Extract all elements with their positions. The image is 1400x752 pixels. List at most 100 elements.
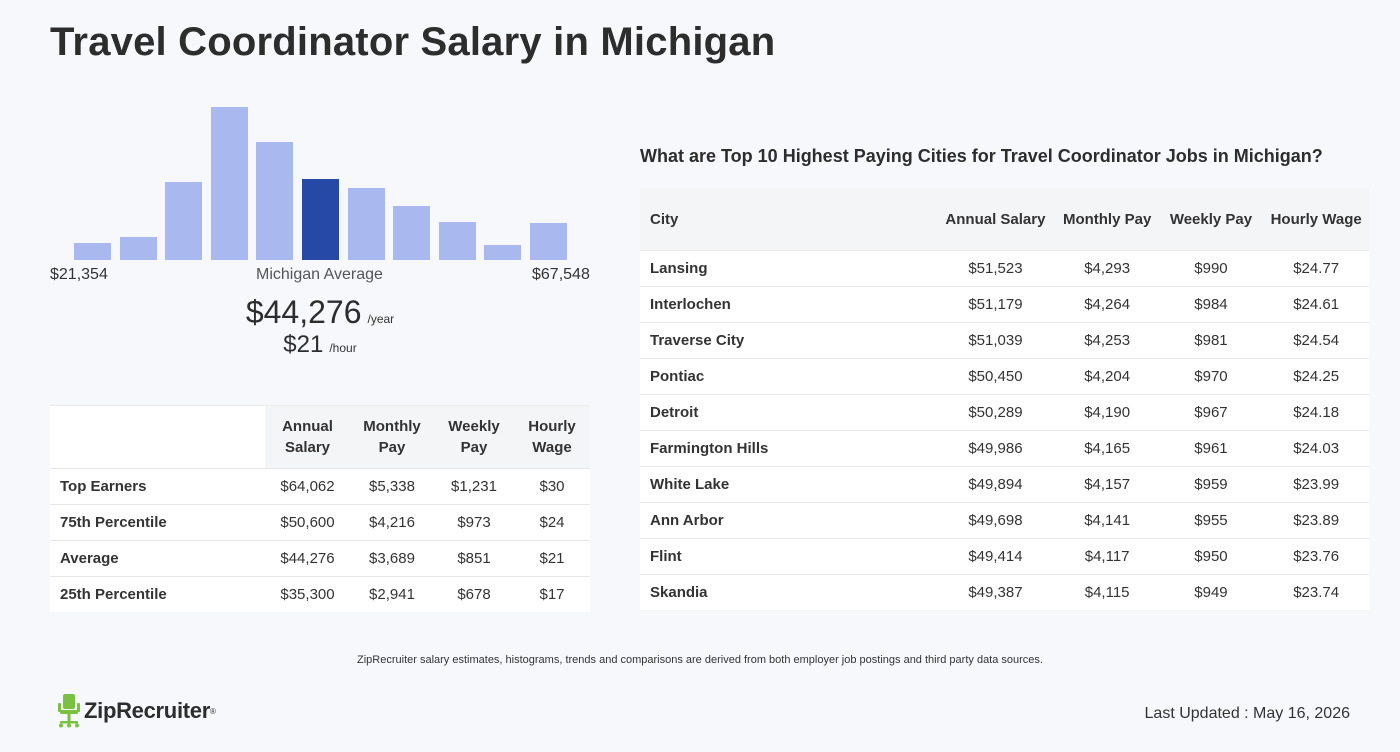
histogram-bar xyxy=(165,182,203,260)
table-row: Farmington Hills $49,986 $4,165 $961 $24.03 xyxy=(640,430,1369,467)
percentile-row-label: 75th Percentile xyxy=(50,504,265,541)
city-hourly: $23.99 xyxy=(1263,466,1369,503)
city-name: Detroit xyxy=(640,394,936,431)
city-hourly: $23.74 xyxy=(1263,574,1369,610)
city-weekly: $970 xyxy=(1158,358,1264,395)
city-weekly: $984 xyxy=(1158,286,1264,323)
city-weekly: $981 xyxy=(1158,322,1264,359)
city-weekly: $949 xyxy=(1158,574,1264,610)
table-row: Interlochen $51,179 $4,264 $984 $24.61 xyxy=(640,286,1369,323)
city-monthly: $4,293 xyxy=(1055,250,1159,287)
city-monthly: $4,165 xyxy=(1055,430,1159,467)
percentile-hourly: $24 xyxy=(514,504,590,541)
page-title: Travel Coordinator Salary in Michigan xyxy=(50,20,776,64)
histogram-bar xyxy=(119,237,157,260)
city-annual: $49,414 xyxy=(935,538,1056,575)
city-hourly: $24.54 xyxy=(1263,322,1369,359)
average-hourly-value: $21 xyxy=(283,331,324,358)
percentile-header-annual: Annual Salary xyxy=(265,405,350,469)
percentile-hourly: $17 xyxy=(514,576,590,612)
city-monthly: $4,157 xyxy=(1055,466,1159,503)
city-weekly: $959 xyxy=(1158,466,1264,503)
histogram-bar xyxy=(530,223,567,260)
percentile-weekly: $1,231 xyxy=(434,468,514,505)
average-annual: $44,276/year xyxy=(50,294,590,331)
city-hourly: $24.61 xyxy=(1263,286,1369,323)
histogram-max-label: $67,548 xyxy=(532,266,590,283)
city-weekly: $955 xyxy=(1158,502,1264,539)
table-row: Top Earners $64,062 $5,338 $1,231 $30 xyxy=(50,468,590,505)
city-annual: $51,039 xyxy=(935,322,1056,359)
city-hourly: $24.25 xyxy=(1263,358,1369,395)
logo-text: ZipRecruiter xyxy=(84,698,210,723)
city-annual: $50,450 xyxy=(935,358,1056,395)
cities-table: City Annual Salary Monthly Pay Weekly Pa… xyxy=(640,188,1369,610)
city-annual: $50,289 xyxy=(935,394,1056,431)
percentile-annual: $50,600 xyxy=(265,504,350,541)
city-annual: $51,523 xyxy=(935,250,1056,287)
city-weekly: $950 xyxy=(1158,538,1264,575)
city-name: Lansing xyxy=(640,250,936,287)
salary-histogram xyxy=(50,100,590,260)
table-row: Pontiac $50,450 $4,204 $970 $24.25 xyxy=(640,358,1369,395)
percentile-row-label: 25th Percentile xyxy=(50,576,265,612)
city-name: Farmington Hills xyxy=(640,430,936,467)
percentile-header-monthly: Monthly Pay xyxy=(350,405,434,469)
cities-header-city: City xyxy=(640,188,936,251)
percentile-table: Annual Salary Monthly Pay Weekly Pay Hou… xyxy=(50,405,590,612)
city-name: Flint xyxy=(640,538,936,575)
histogram-bar xyxy=(484,245,522,260)
percentile-monthly: $4,216 xyxy=(350,504,434,541)
histogram-bar xyxy=(302,179,339,260)
histogram-bar xyxy=(74,243,111,260)
city-monthly: $4,190 xyxy=(1055,394,1159,431)
percentile-row-label: Average xyxy=(50,540,265,577)
table-row: Detroit $50,289 $4,190 $967 $24.18 xyxy=(640,394,1369,431)
city-weekly: $990 xyxy=(1158,250,1264,287)
table-row: Ann Arbor $49,698 $4,141 $955 $23.89 xyxy=(640,502,1369,539)
city-monthly: $4,115 xyxy=(1055,574,1159,610)
average-annual-value: $44,276 xyxy=(245,294,362,330)
logo-trademark: ® xyxy=(209,706,216,716)
percentile-hourly: $30 xyxy=(514,468,590,505)
city-monthly: $4,253 xyxy=(1055,322,1159,359)
city-name: White Lake xyxy=(640,466,936,503)
city-monthly: $4,264 xyxy=(1055,286,1159,323)
percentile-row-label: Top Earners xyxy=(50,468,265,505)
percentile-monthly: $2,941 xyxy=(350,576,434,612)
city-monthly: $4,141 xyxy=(1055,502,1159,539)
table-row: Lansing $51,523 $4,293 $990 $24.77 xyxy=(640,250,1369,287)
average-hourly-unit: /hour xyxy=(329,341,357,355)
last-updated: Last Updated : May 16, 2026 xyxy=(1144,705,1350,722)
table-row: 75th Percentile $50,600 $4,216 $973 $24 xyxy=(50,504,590,541)
percentile-monthly: $3,689 xyxy=(350,540,434,577)
city-name: Skandia xyxy=(640,574,936,610)
city-monthly: $4,117 xyxy=(1055,538,1159,575)
table-row: Flint $49,414 $4,117 $950 $23.76 xyxy=(640,538,1369,575)
histogram-bar xyxy=(210,107,248,260)
ziprecruiter-logo[interactable]: ZipRecruiter ® xyxy=(58,694,216,728)
city-hourly: $24.03 xyxy=(1263,430,1369,467)
histogram-min-label: $21,354 xyxy=(50,266,108,283)
city-hourly: $23.89 xyxy=(1263,502,1369,539)
percentile-annual: $64,062 xyxy=(265,468,350,505)
percentile-monthly: $5,338 xyxy=(350,468,434,505)
city-annual: $49,986 xyxy=(935,430,1056,467)
histogram-bar xyxy=(393,206,431,260)
percentile-header-hourly: Hourly Wage xyxy=(514,405,590,469)
average-hourly: $21/hour xyxy=(50,331,590,359)
city-hourly: $23.76 xyxy=(1263,538,1369,575)
histogram-center-label: Michigan Average xyxy=(256,266,383,283)
percentile-weekly: $973 xyxy=(434,504,514,541)
city-annual: $49,894 xyxy=(935,466,1056,503)
table-row: Average $44,276 $3,689 $851 $21 xyxy=(50,540,590,577)
city-name: Traverse City xyxy=(640,322,936,359)
disclaimer: ZipRecruiter salary estimates, histogram… xyxy=(357,654,1043,666)
cities-header-hourly: Hourly Wage xyxy=(1263,188,1369,251)
percentile-header-weekly: Weekly Pay xyxy=(434,405,514,469)
city-name: Interlochen xyxy=(640,286,936,323)
city-annual: $49,387 xyxy=(935,574,1056,610)
histogram-bar xyxy=(438,222,476,260)
city-hourly: $24.77 xyxy=(1263,250,1369,287)
chair-icon xyxy=(58,694,80,728)
